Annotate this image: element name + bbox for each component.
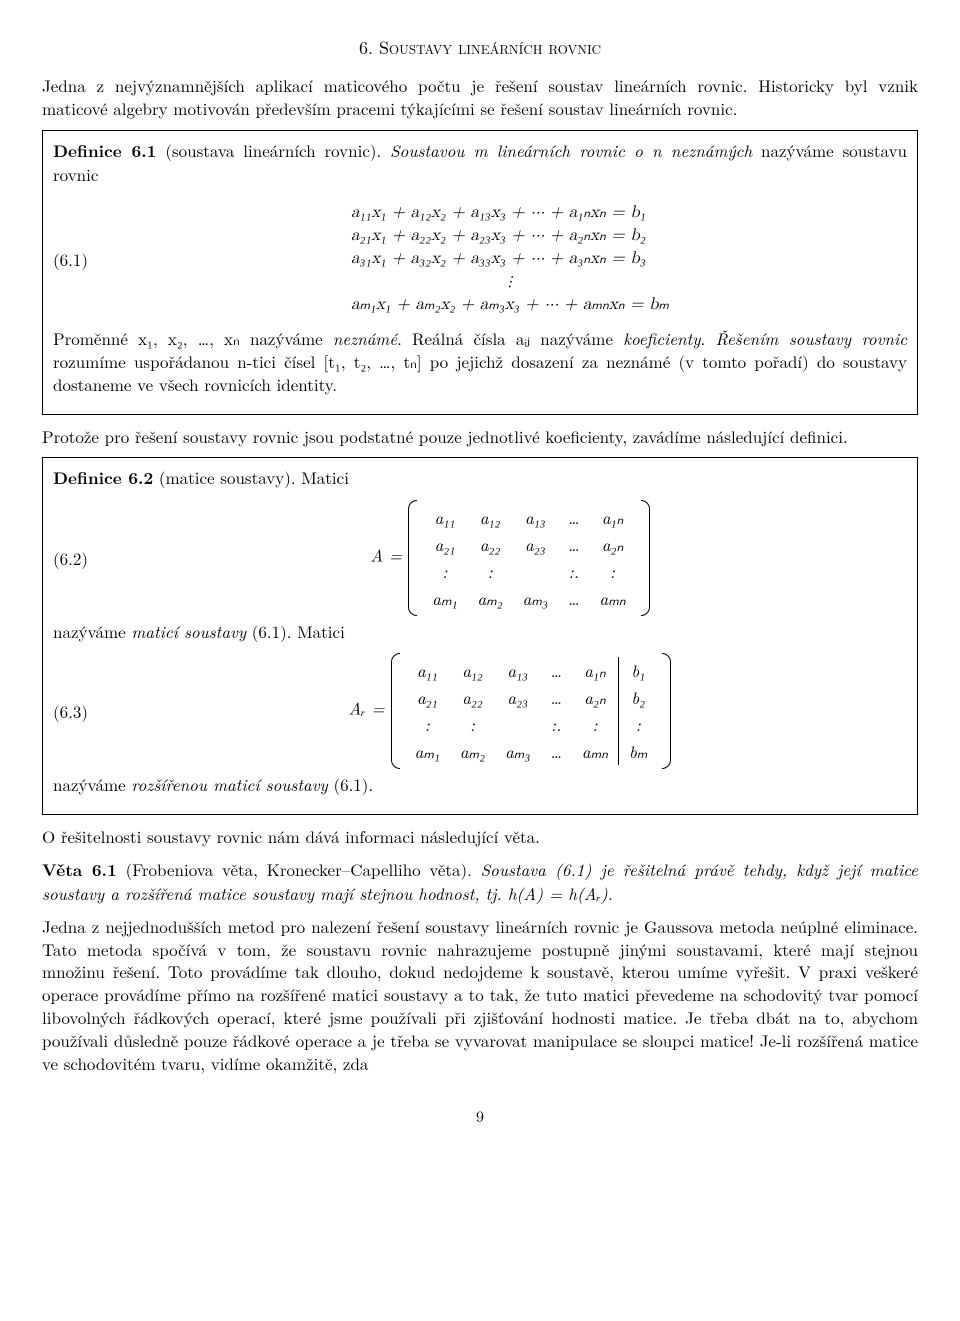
definition-6-2: Definice 6.2 (matice soustavy). Matici (… (42, 457, 918, 814)
def61-label: Definice 6.1 (53, 139, 156, 163)
matrix-cell: a₁ₙ (572, 657, 619, 684)
def61-lead: Soustavou m lineárních rovnic o n neznám… (390, 138, 752, 162)
matrix-cell: a₁₁ (422, 504, 467, 531)
def62-label: Definice 6.2 (53, 466, 153, 490)
matrix-cell: b₁ (618, 657, 657, 684)
matrix-cell: … (558, 585, 590, 612)
eq62-lhs: A = (370, 543, 402, 567)
matrix-cell: a₁ₙ (590, 504, 636, 531)
matrix-A: a₁₁a₁₂a₁₃…a₁ₙa₂₁a₂₂a₂₃…a₂ₙ:::.:aₘ₁aₘ₂aₘ₃… (408, 500, 649, 616)
matrix-cell: aₘ₁ (405, 738, 450, 765)
term-augmented-matrix: rozšířenou maticí soustavy (131, 772, 327, 796)
matrix-cell: a₂₁ (405, 684, 450, 711)
matrix-cell: a₂ₙ (590, 531, 636, 558)
theorem-6-1: Věta 6.1 (Frobeniova věta, Kronecker–Cap… (42, 858, 918, 905)
eq63-number: (6.3) (53, 700, 113, 723)
def61-name: (soustava lineárních rovnic). (165, 138, 381, 162)
matrix-cell: aₘ₂ (450, 738, 495, 765)
matrix-cell: b₂ (618, 684, 657, 711)
matrix-cell: : (618, 711, 657, 738)
matrix-cell: a₁₃ (513, 504, 558, 531)
matrix-cell: a₁₃ (495, 657, 540, 684)
veta61-label: Věta 6.1 (42, 858, 117, 882)
term-solution: Řešením soustavy rovnic (715, 326, 907, 350)
matrix-cell: : (450, 711, 495, 738)
matrix-cell: a₂₂ (450, 684, 495, 711)
eq-line: aₘ₁x₁ + aₘ₂x₂ + aₘ₃x₃ + ··· + aₘₙxₙ = bₘ (351, 294, 669, 317)
equation-6-1: (6.1) a₁₁x₁ + a₁₂x₂ + a₁₃x₃ + ··· + a₁ₙx… (53, 196, 907, 323)
text: (6.1). (328, 772, 373, 796)
matrix-cell (495, 711, 540, 738)
matrix-cell: aₘ₃ (513, 585, 558, 612)
paragraph-2: Protože pro řešení soustavy rovnic jsou … (42, 425, 918, 448)
veta61-name: (Frobeniova věta, Kronecker–Capelliho vě… (126, 857, 472, 881)
term-coefficients: koeficienty (623, 326, 700, 350)
paragraph-3: O řešitelnosti soustavy rovnic nám dává … (42, 825, 918, 848)
definition-6-1: Definice 6.1 (soustava lineárních rovnic… (42, 130, 918, 414)
def61-header: Definice 6.1 (soustava lineárních rovnic… (53, 139, 907, 186)
matrix-cell: :. (540, 711, 572, 738)
text: rozumíme uspořádanou n-tici čísel [t₁, t… (53, 349, 907, 396)
matrix-cell: … (540, 684, 572, 711)
matrix-cell: a₂₃ (495, 684, 540, 711)
matrix-cell: aₘₙ (572, 738, 619, 765)
matrix-cell: a₂ₙ (572, 684, 619, 711)
matrix-cell: :. (558, 558, 590, 585)
text: . (701, 326, 716, 350)
matrix-cell: … (540, 738, 572, 765)
matrix-cell: … (558, 531, 590, 558)
def62-mid: nazýváme maticí soustavy (6.1). Matici (53, 620, 907, 643)
matrix-cell: aₘ₃ (495, 738, 540, 765)
eq61-lines: a₁₁x₁ + a₁₂x₂ + a₁₃x₃ + ··· + a₁ₙxₙ = b₁… (351, 202, 669, 317)
matrix-cell (513, 558, 558, 585)
matrix-cell: a₂₂ (467, 531, 512, 558)
eq-vdots: ⋮ (351, 271, 669, 294)
matrix-cell: : (467, 558, 512, 585)
text: Proměnné x₁, x₂, …, xₙ nazýváme (53, 326, 333, 350)
def62-name: (matice soustavy). (159, 465, 296, 489)
intro-paragraph: Jedna z nejvýznamnějších aplikací matico… (42, 74, 918, 120)
matrix-cell: a₁₂ (467, 504, 512, 531)
matrix-cell: aₘₙ (590, 585, 636, 612)
eq61-number: (6.1) (53, 248, 113, 271)
text: (6.1). Matici (246, 619, 345, 643)
matrix-cell: : (572, 711, 619, 738)
matrix-cell: : (405, 711, 450, 738)
section-title: 6. Soustavy lineárních rovnic (42, 36, 918, 60)
def62-header: Definice 6.2 (matice soustavy). Matici (53, 466, 907, 490)
eq-line: a₂₁x₁ + a₂₂x₂ + a₂₃x₃ + ··· + a₂ₙxₙ = b₂ (351, 225, 669, 248)
paragraph-4: Jedna z nejjednodušších metod pro naleze… (42, 915, 918, 1076)
matrix-cell: aₘ₁ (422, 585, 467, 612)
page-number: 9 (42, 1105, 918, 1127)
matrix-cell: bₘ (618, 738, 657, 765)
term-coefficient-matrix: maticí soustavy (131, 619, 246, 643)
matrix-cell: : (422, 558, 467, 585)
text: nazýváme (53, 619, 131, 643)
eq-line: a₃₁x₁ + a₃₂x₂ + a₃₃x₃ + ··· + a₃ₙxₙ = b₃ (351, 248, 669, 271)
text: . Reálná čísla aᵢⱼ nazýváme (397, 326, 623, 350)
def62-tail: nazýváme rozšířenou maticí soustavy (6.1… (53, 773, 907, 796)
matrix-cell: a₁₂ (450, 657, 495, 684)
eq62-number: (6.2) (53, 547, 113, 570)
term-unknowns: neznámé (333, 326, 397, 350)
equation-6-2: (6.2) A = a₁₁a₁₂a₁₃…a₁ₙa₂₁a₂₂a₂₃…a₂ₙ:::.… (53, 500, 907, 616)
matrix-cell: a₁₁ (405, 657, 450, 684)
eq63-lhs: Aᵣ = (349, 696, 385, 720)
def62-lead: Matici (296, 465, 349, 489)
matrix-cell: a₂₁ (422, 531, 467, 558)
matrix-cell: … (540, 657, 572, 684)
matrix-cell: … (558, 504, 590, 531)
equation-6-3: (6.3) Aᵣ = a₁₁a₁₂a₁₃…a₁ₙb₁a₂₁a₂₂a₂₃…a₂ₙb… (53, 653, 907, 769)
matrix-cell: aₘ₂ (467, 585, 512, 612)
eq-line: a₁₁x₁ + a₁₂x₂ + a₁₃x₃ + ··· + a₁ₙxₙ = b₁ (351, 202, 669, 225)
matrix-Ar: a₁₁a₁₂a₁₃…a₁ₙb₁a₂₁a₂₂a₂₃…a₂ₙb₂:::.::aₘ₁a… (391, 653, 672, 769)
matrix-cell: : (590, 558, 636, 585)
def61-trail: Proměnné x₁, x₂, …, xₙ nazýváme neznámé.… (53, 327, 907, 396)
text: nazýváme (53, 772, 131, 796)
matrix-cell: a₂₃ (513, 531, 558, 558)
